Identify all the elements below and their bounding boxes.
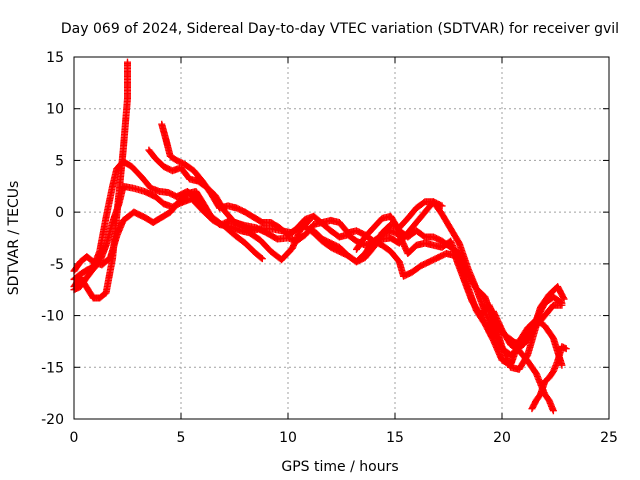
y-axis-label: SDTVAR / TECUs [6,181,22,296]
data-point [559,294,567,302]
data-point [258,255,266,263]
data-point [558,361,566,369]
data-point [558,299,566,307]
x-tick-label: 0 [70,430,79,446]
series-track-9 [352,212,566,359]
data-point [257,254,265,262]
data-series [70,58,570,415]
data-point [557,298,565,306]
y-tick-label: 15 [46,50,64,66]
x-tick-label: 10 [279,430,297,446]
data-point [560,295,568,303]
y-tick-label: 5 [55,153,64,169]
x-axis-label: GPS time / hours [281,459,398,475]
x-tick-label: 20 [493,430,511,446]
x-tick-label: 25 [600,430,618,446]
chart-title: Day 069 of 2024, Sidereal Day-to-day VTE… [61,21,619,37]
x-tick-label: 15 [386,430,404,446]
plot-frame [73,56,610,420]
y-tick-label: -10 [41,309,64,325]
axis-ticks: 0 5 10 15 20 25 -20 -15 -10 -5 0 5 10 15 [41,50,618,446]
series-track-4 [70,58,131,302]
y-tick-label: -15 [41,360,64,376]
series-track-11 [528,343,570,413]
data-point [124,58,131,66]
y-tick-label: -5 [50,257,64,273]
y-tick-label: -20 [41,412,64,428]
data-point [562,345,570,353]
data-point [438,202,446,210]
x-tick-label: 5 [177,430,186,446]
data-point [549,407,557,415]
y-tick-label: 10 [46,102,64,118]
y-tick-label: 0 [55,205,64,221]
